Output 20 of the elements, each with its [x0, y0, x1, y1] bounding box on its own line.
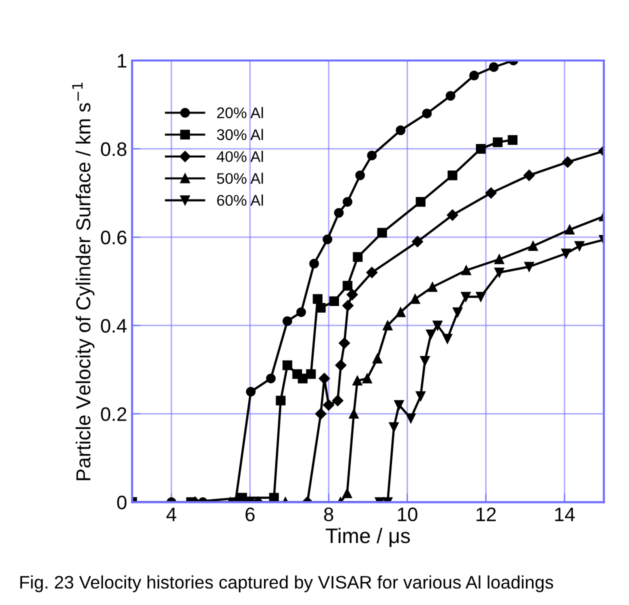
legend-label: 40% Al — [216, 150, 263, 162]
y-axis-title: Particle Velocity of Cylinder Surface / km s$^{−1}$ — [72, 82, 94, 480]
y-tick-label: 1 — [118, 54, 126, 68]
caption: Fig. 23 Velocity histories captured by VISAR for various Al loadings — [20, 575, 554, 592]
y-tick-label: 0.8 — [100, 142, 126, 156]
x-tick-label: 6 — [246, 508, 255, 522]
legend-label: 20% Al — [217, 107, 263, 118]
x-tick-label: 14 — [555, 508, 575, 522]
y-tick-label: 0.6 — [100, 230, 126, 244]
y-tick-label: 0 — [117, 496, 126, 510]
x-tick-label: 4 — [166, 508, 176, 522]
x-tick-label: 8 — [324, 508, 334, 522]
legend-label: 60% Al — [217, 194, 263, 206]
x-axis-title: Time / μs — [326, 528, 410, 548]
y-tick-label: 0.4 — [100, 318, 127, 333]
y-tick-label: 0.2 — [100, 407, 126, 422]
legend-label: 50% Al — [216, 172, 263, 184]
x-tick-label: 12 — [476, 508, 496, 522]
legend-label: 30% Al — [216, 128, 263, 140]
x-tick-label: 10 — [398, 508, 418, 522]
